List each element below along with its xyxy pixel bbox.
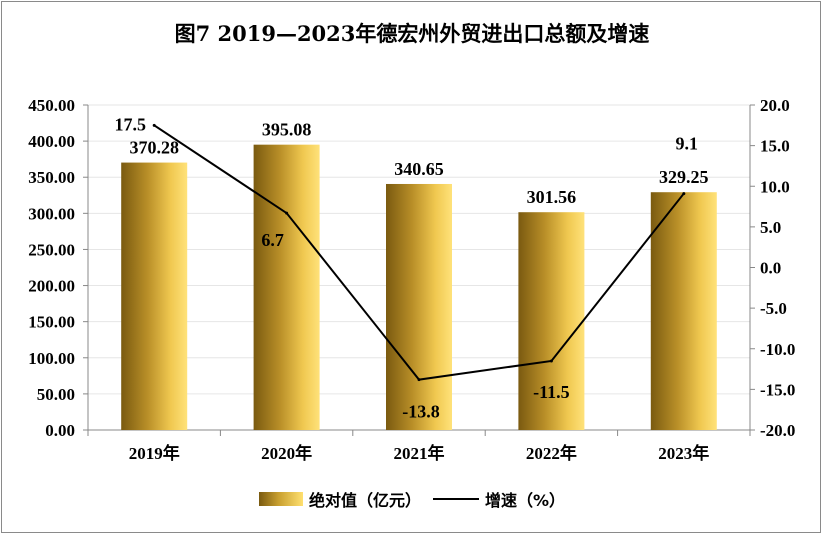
- bar-value-label: 340.65: [394, 159, 444, 179]
- bars: [121, 144, 717, 431]
- left-tick-label: 200.00: [28, 277, 75, 296]
- legend: 绝对值（亿元） 增速（%）: [0, 484, 824, 514]
- bar-value-label: 395.08: [262, 120, 312, 140]
- left-tick-label: 50.00: [37, 385, 75, 404]
- right-tick-label: -10.0: [760, 340, 795, 359]
- legend-bar-swatch: [258, 492, 303, 506]
- bar: [650, 192, 717, 430]
- growth-point: [152, 123, 156, 127]
- right-tick-label: 5.0: [760, 218, 781, 237]
- left-tick-label: 400.00: [28, 132, 75, 151]
- x-tick-label: 2023年: [658, 443, 709, 463]
- growth-value-label: -13.8: [402, 402, 440, 422]
- growth-value-label: 9.1: [676, 134, 699, 154]
- growth-point: [549, 359, 553, 363]
- right-tick-label: -20.0: [760, 421, 795, 440]
- left-tick-label: 100.00: [28, 349, 75, 368]
- growth-value-label: 6.7: [261, 230, 284, 250]
- right-tick-label: -15.0: [760, 380, 795, 399]
- left-tick-label: 450.00: [28, 96, 75, 115]
- left-tick-label: 150.00: [28, 313, 75, 332]
- axes: 0.00 50.00 100.00 150.00 200.00 250.00 300.00 3…: [28, 96, 795, 463]
- growth-point: [682, 192, 686, 196]
- bar-value-label: 301.56: [527, 187, 577, 207]
- x-tick-label: 2021年: [394, 443, 445, 463]
- legend-line-swatch: [432, 498, 479, 500]
- bar: [253, 144, 320, 431]
- growth-line-layer: [152, 123, 686, 382]
- x-tick-label: 2019年: [129, 443, 180, 463]
- bar-value-label: 370.28: [129, 138, 179, 158]
- left-tick-label: 0.00: [45, 421, 75, 440]
- left-tick-label: 350.00: [28, 168, 75, 187]
- right-tick-label: 15.0: [760, 137, 790, 156]
- bar: [386, 183, 452, 430]
- legend-item-line: 增速（%）: [432, 487, 566, 511]
- growth-value-label: -11.5: [533, 382, 570, 402]
- legend-line-label: 增速（%）: [484, 491, 566, 510]
- legend-item-bar: 绝对值（亿元）: [258, 487, 421, 511]
- growth-point: [417, 378, 421, 382]
- bar: [518, 212, 585, 430]
- bar-value-label: 329.25: [659, 167, 709, 187]
- data-labels: 370.28 395.08 340.65 301.56 329.25 17.5 6.7 -13…: [114, 114, 708, 421]
- right-tick-label: 10.0: [760, 177, 790, 196]
- right-tick-label: 0.0: [760, 259, 781, 278]
- legend-bar-label: 绝对值（亿元）: [308, 491, 421, 510]
- chart-title: 图7 2019—2023年德宏州外贸进出口总额及增速: [174, 21, 650, 46]
- left-tick-label: 300.00: [28, 204, 75, 223]
- x-tick-label: 2020年: [261, 443, 312, 463]
- x-tick-label: 2022年: [526, 443, 577, 463]
- right-tick-label: 20.0: [760, 96, 790, 115]
- growth-point: [285, 211, 289, 215]
- right-tick-label: -5.0: [760, 299, 787, 318]
- bar: [121, 162, 188, 430]
- growth-value-label: 17.5: [114, 114, 146, 134]
- left-tick-label: 250.00: [28, 240, 75, 259]
